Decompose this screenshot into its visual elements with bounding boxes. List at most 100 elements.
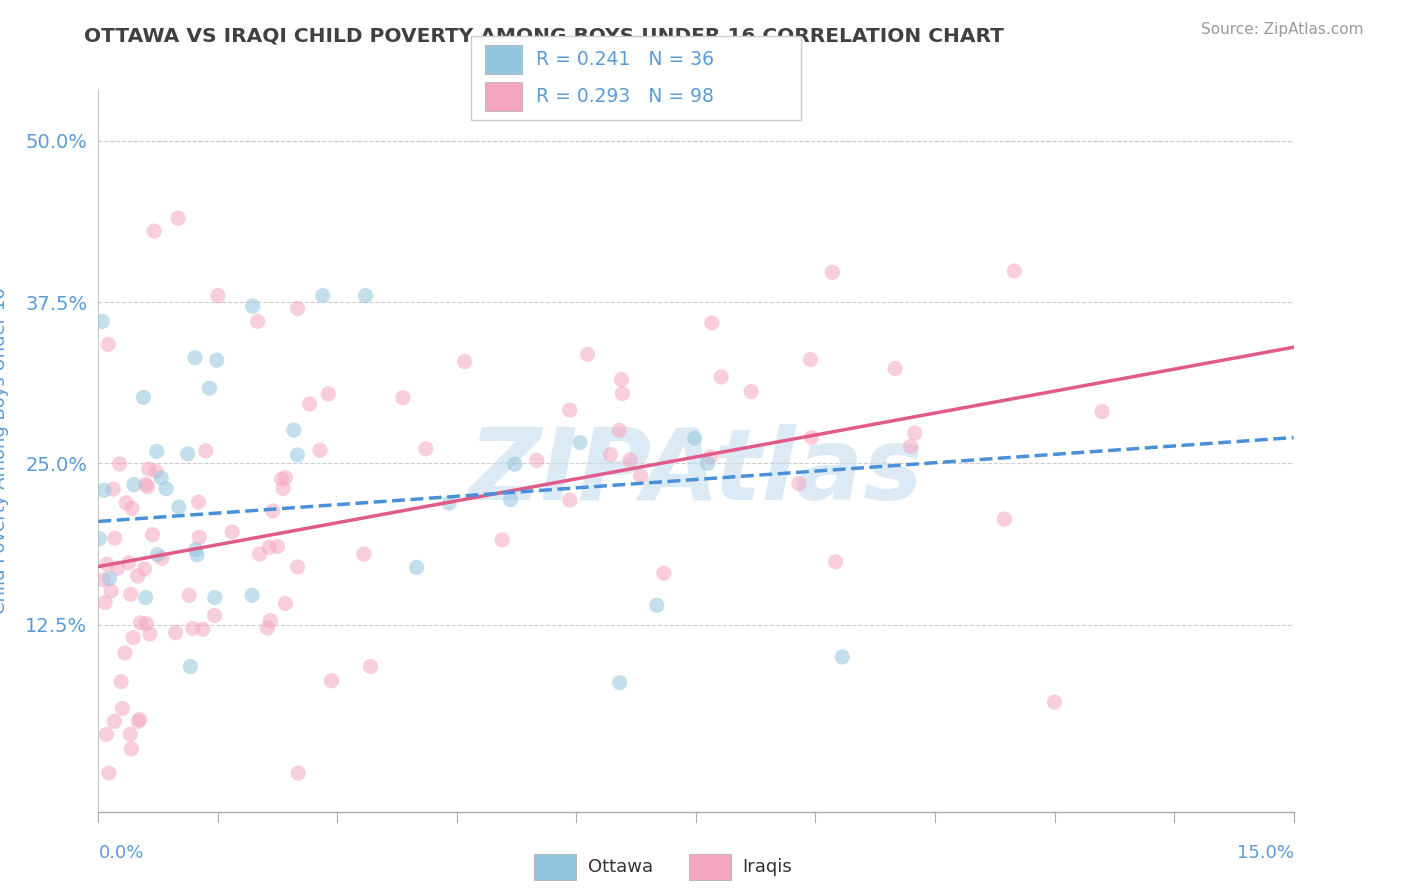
Point <box>184 351 207 365</box>
Point <box>599 448 621 462</box>
Point <box>249 547 271 561</box>
Point <box>93 483 115 498</box>
Point <box>221 524 243 539</box>
Point <box>135 477 157 491</box>
Text: 15.0%: 15.0% <box>1236 844 1294 862</box>
Point <box>135 616 157 631</box>
Point <box>205 353 228 368</box>
Point <box>499 492 522 507</box>
Point <box>89 532 111 546</box>
Point <box>824 555 846 569</box>
Point <box>415 442 437 456</box>
Point <box>94 596 117 610</box>
Point <box>184 542 207 557</box>
Point <box>612 386 634 401</box>
Point <box>630 469 652 483</box>
Point <box>111 701 134 715</box>
Point <box>316 387 339 401</box>
Point <box>115 496 138 510</box>
Point <box>607 424 630 438</box>
Point <box>120 741 142 756</box>
Text: OTTAWA VS IRAQI CHILD POVERTY AMONG BOYS UNDER 16 CORRELATION CHART: OTTAWA VS IRAQI CHILD POVERTY AMONG BOYS… <box>84 27 1004 45</box>
Point <box>188 530 211 544</box>
Point <box>609 675 631 690</box>
Point <box>700 316 723 330</box>
Point <box>186 548 208 562</box>
Text: 0.0%: 0.0% <box>98 844 143 862</box>
Point <box>558 403 581 417</box>
Point <box>96 727 118 741</box>
Point <box>787 476 810 491</box>
Point <box>298 397 321 411</box>
Text: ZIPAtlas: ZIPAtlas <box>468 424 924 521</box>
Point <box>110 674 132 689</box>
Point <box>138 462 160 476</box>
Point <box>576 347 599 361</box>
Point <box>645 599 668 613</box>
Point <box>710 370 733 384</box>
Point <box>120 727 142 741</box>
Point <box>683 431 706 445</box>
Point <box>266 540 288 554</box>
Point <box>392 391 415 405</box>
Point <box>256 621 278 635</box>
Point <box>831 649 853 664</box>
Point <box>287 448 309 462</box>
Point <box>96 557 118 571</box>
Point <box>187 495 209 509</box>
Point <box>118 556 141 570</box>
Point <box>453 354 475 368</box>
Point <box>283 423 305 437</box>
Point <box>145 444 167 458</box>
Point <box>194 444 217 458</box>
Point <box>204 591 226 605</box>
Point <box>155 482 177 496</box>
Y-axis label: Child Poverty Among Boys Under 16: Child Poverty Among Boys Under 16 <box>0 287 8 614</box>
Point <box>191 622 214 636</box>
Point <box>145 464 167 478</box>
Point <box>122 631 145 645</box>
Point <box>135 591 157 605</box>
Text: Iraqis: Iraqis <box>742 858 792 876</box>
Point <box>1002 264 1025 278</box>
Text: R = 0.293   N = 98: R = 0.293 N = 98 <box>536 87 714 106</box>
Point <box>354 288 377 302</box>
Point <box>146 548 169 562</box>
Point <box>569 435 592 450</box>
Point <box>150 551 173 566</box>
Point <box>353 547 375 561</box>
Point <box>143 224 166 238</box>
Point <box>181 621 204 635</box>
Point <box>120 587 142 601</box>
Point <box>104 531 127 545</box>
Text: R = 0.241   N = 36: R = 0.241 N = 36 <box>536 50 714 69</box>
Point <box>98 572 121 586</box>
Point <box>128 713 150 727</box>
Point <box>165 625 187 640</box>
Point <box>97 337 120 351</box>
Point <box>491 533 513 547</box>
Point <box>114 646 136 660</box>
Point <box>900 439 922 453</box>
Point <box>821 265 844 279</box>
Point <box>121 501 143 516</box>
Point <box>437 496 460 510</box>
Point <box>167 211 190 226</box>
Point <box>309 443 332 458</box>
Point <box>132 391 155 405</box>
Point <box>287 301 309 316</box>
Text: Source: ZipAtlas.com: Source: ZipAtlas.com <box>1201 22 1364 37</box>
Point <box>127 714 149 729</box>
Point <box>204 608 226 623</box>
Point <box>321 673 343 688</box>
Point <box>526 453 548 467</box>
Point <box>134 562 156 576</box>
Point <box>103 482 125 496</box>
Point <box>91 314 114 328</box>
Point <box>257 541 280 555</box>
Point <box>246 314 269 328</box>
Point <box>259 614 281 628</box>
Point <box>287 766 309 780</box>
Point <box>198 381 221 395</box>
Point <box>271 482 294 496</box>
